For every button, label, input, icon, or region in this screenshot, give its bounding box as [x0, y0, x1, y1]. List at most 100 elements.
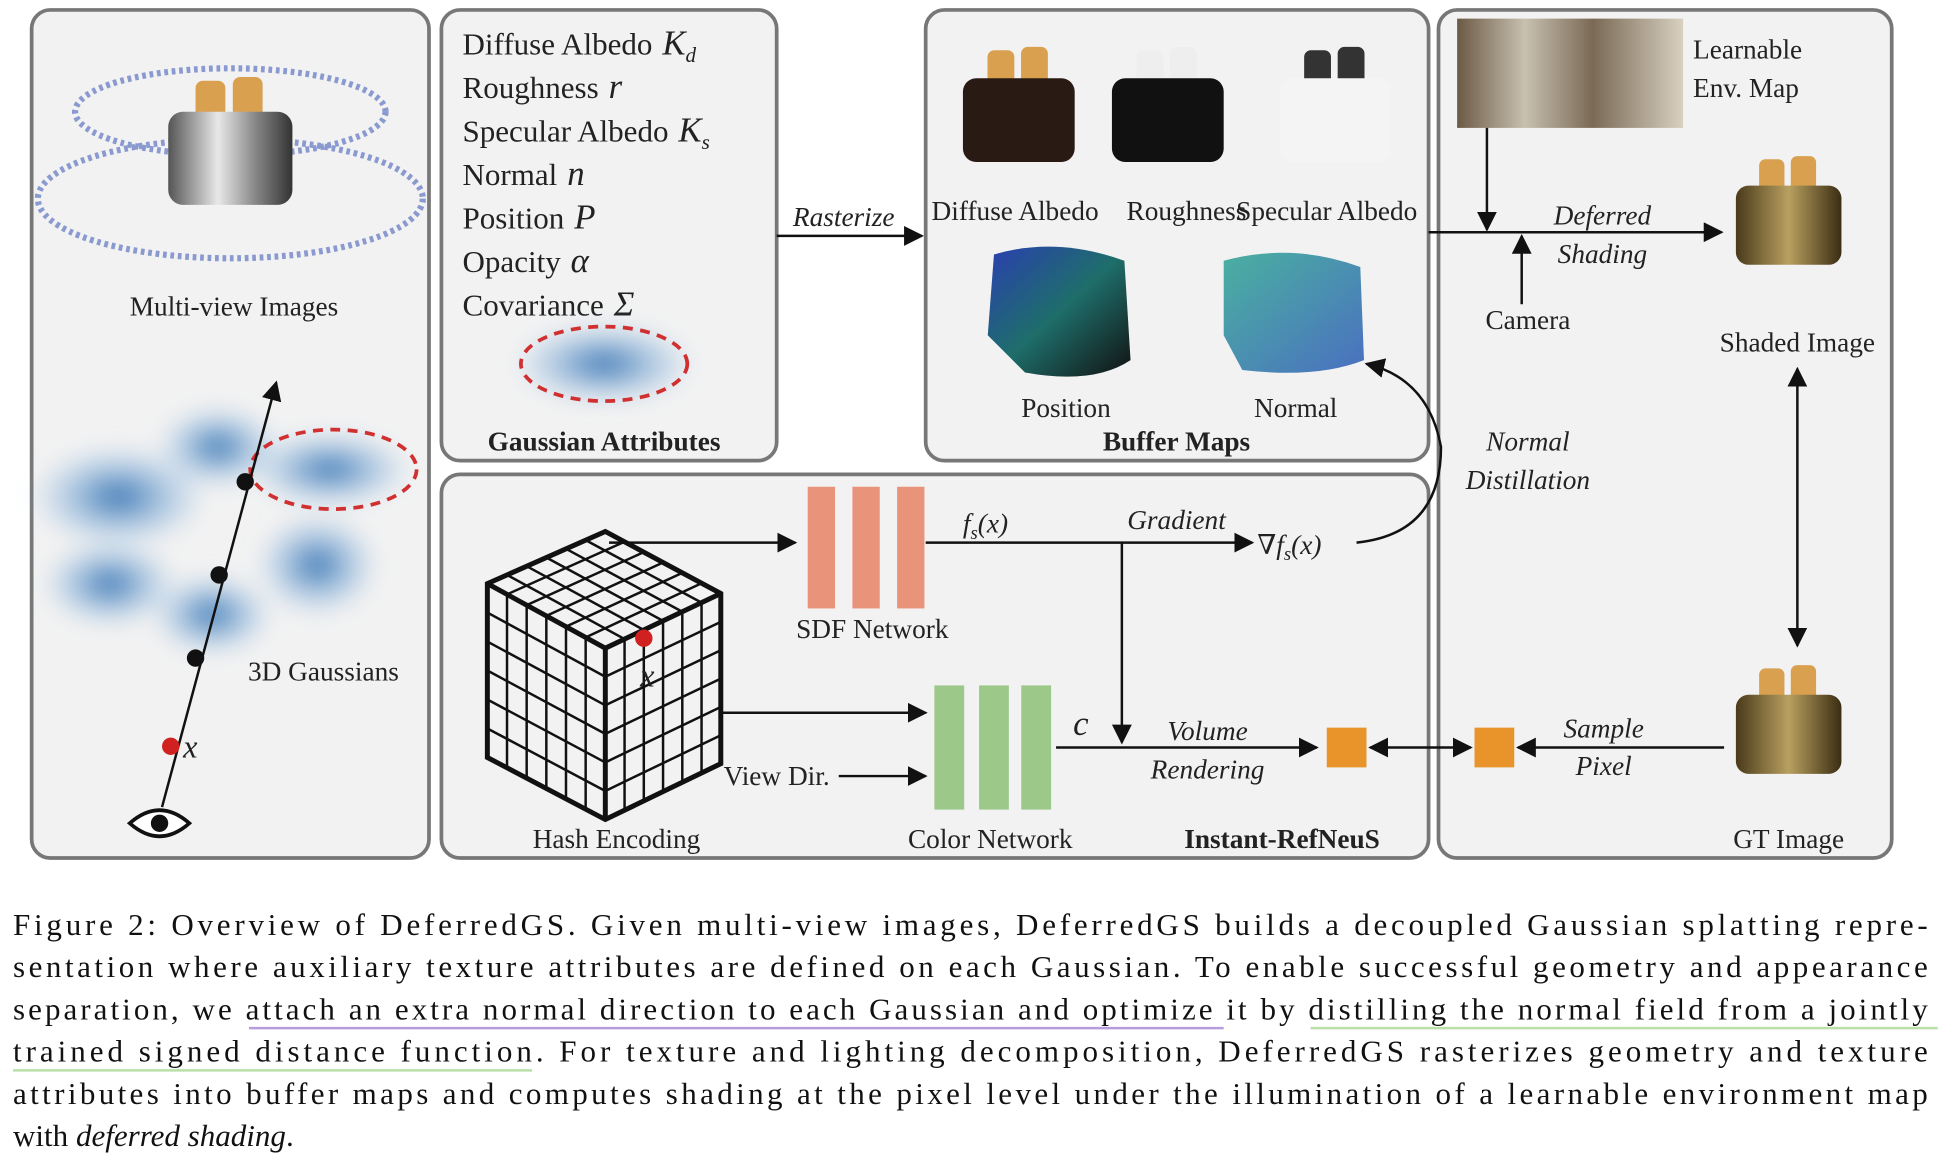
symbol: f: [1276, 530, 1287, 560]
label: x: [182, 728, 198, 764]
label: Hash Encoding: [533, 824, 701, 854]
symbol: P: [573, 197, 595, 236]
attribute-name: Diffuse Albedo: [463, 27, 653, 62]
caption-line: Figure 2: Overview of DeferredGS. Given …: [13, 907, 1928, 942]
gaussians: [37, 409, 405, 652]
label: c: [1073, 704, 1089, 743]
toaster-image: [1111, 46, 1224, 163]
symbol: (x): [978, 509, 1008, 539]
panel: [439, 472, 1431, 860]
color-network: [934, 685, 1052, 810]
attribute: Position P: [463, 197, 596, 236]
label: Pixel: [1575, 751, 1632, 781]
toaster-image: [1735, 156, 1842, 265]
label: Camera: [1485, 305, 1570, 335]
ray: [160, 380, 282, 808]
eye-icon: [126, 808, 193, 838]
symbol: r: [609, 67, 623, 106]
attribute: Roughness r: [463, 67, 623, 106]
point: [162, 737, 180, 755]
caption-line: attributes into buffer maps and computes…: [13, 1076, 1928, 1111]
arrow: [1356, 358, 1443, 544]
attribute-name: Roughness: [463, 70, 599, 105]
dashed-ellipse: [519, 324, 690, 403]
body: [1279, 78, 1392, 163]
ray-samples: [186, 473, 254, 667]
text: with: [13, 1118, 69, 1153]
toaster-image: [962, 46, 1075, 163]
attribute: Opacity α: [463, 241, 590, 280]
env-map-image: [1457, 18, 1684, 128]
label: Volume: [1167, 716, 1247, 746]
dashed-ellipse: [248, 427, 419, 511]
text: .: [286, 1118, 294, 1153]
label: Sample: [1563, 714, 1643, 744]
label: Learnable: [1693, 34, 1802, 64]
subscript: s: [971, 523, 978, 544]
caption-line: with deferred shading.: [13, 1118, 294, 1153]
label: Specular Albedo: [1236, 196, 1417, 226]
hash-grid: [484, 528, 724, 823]
subscript: s: [1284, 544, 1291, 565]
label: ∇fs(x): [1257, 530, 1321, 565]
gaussian: [520, 326, 688, 402]
label: Gradient: [1127, 505, 1227, 535]
toaster-image: [1279, 46, 1392, 163]
label: SDF Network: [796, 614, 949, 644]
symbol: α: [571, 241, 590, 280]
attribute: Covariance Σ: [463, 284, 635, 323]
caption-line: trained signed distance function. For te…: [13, 1034, 1928, 1069]
label: Shading: [1558, 239, 1647, 269]
label: Position: [1021, 393, 1111, 423]
caption-line: sentation where auxiliary texture attrib…: [13, 949, 1928, 984]
symbol: K: [677, 111, 703, 150]
label: Shaded Image: [1720, 327, 1875, 357]
label: GT Image: [1733, 824, 1844, 854]
label: Normal: [1485, 427, 1569, 457]
body: [168, 111, 293, 205]
pixel: [1474, 727, 1515, 768]
symbol: (x): [1291, 530, 1321, 560]
toaster-image: [1735, 665, 1842, 774]
caption: Figure 2: Overview of DeferredGS. Given …: [13, 907, 1928, 1111]
attribute-name: Opacity: [463, 244, 562, 279]
label: Rendering: [1150, 755, 1265, 785]
body: [962, 78, 1075, 163]
attribute: Normal n: [463, 154, 585, 193]
position-map: [987, 246, 1131, 377]
subscript: s: [702, 130, 710, 154]
cube-outline: [484, 528, 724, 823]
attribute: Specular Albedo Ks: [463, 111, 710, 154]
attribute: Diffuse Albedo Kd: [463, 24, 697, 67]
attribute-name: Specular Albedo: [463, 114, 669, 149]
attribute-name: Position: [463, 200, 565, 235]
pixel: [1326, 727, 1367, 768]
symbol: f: [963, 509, 974, 539]
toaster-image: [168, 76, 293, 205]
body: [1735, 185, 1842, 265]
symbol: Σ: [613, 284, 635, 323]
label: x: [639, 658, 655, 694]
emphasis: deferred shading: [76, 1118, 286, 1153]
label: Roughness: [1127, 196, 1247, 226]
label: Rasterize: [792, 202, 895, 232]
label: View Dir.: [724, 761, 830, 791]
label: Diffuse Albedo: [932, 196, 1099, 226]
point: [635, 629, 653, 647]
sdf-network: [807, 486, 925, 609]
caption-line: separation, we attach an extra normal di…: [13, 991, 1928, 1026]
label: Color Network: [908, 824, 1073, 854]
label: Distillation: [1465, 465, 1590, 495]
symbol: ∇: [1257, 530, 1276, 560]
panel-title: Instant-RefNeuS: [1184, 824, 1380, 854]
normal-map: [1223, 252, 1365, 373]
attribute-name: Covariance: [463, 287, 604, 322]
grid-line: [585, 582, 703, 639]
label: Multi-view Images: [130, 291, 338, 321]
label: fs(x): [963, 509, 1008, 544]
label: Env. Map: [1693, 73, 1799, 103]
symbol: n: [567, 154, 584, 193]
panel-title: Buffer Maps: [1103, 427, 1250, 457]
label: Normal: [1254, 393, 1338, 423]
